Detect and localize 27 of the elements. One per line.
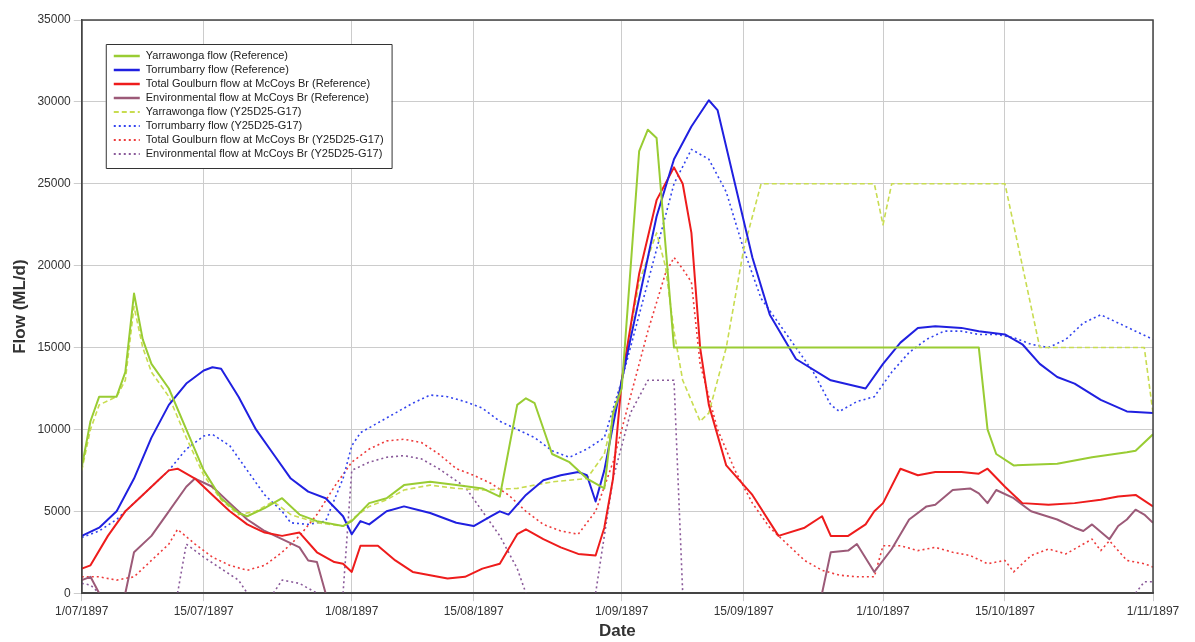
y-tick-label: 5000 (44, 503, 72, 518)
x-tick-label: 15/07/1897 (173, 603, 235, 618)
legend-label: Total Goulburn flow at McCoys Br (Reference) (145, 77, 371, 90)
y-tick-label: 0 (64, 585, 72, 600)
x-tick-label: 1/07/1897 (55, 603, 109, 618)
legend-label: Yarrawonga flow (Y25D25-G17) (145, 105, 302, 118)
legend-label: Torrumbarry flow (Y25D25-G17) (145, 119, 303, 132)
x-tick-label: 1/09/1897 (595, 603, 649, 618)
y-tick-label: 25000 (37, 176, 72, 191)
x-tick-label: 15/10/1897 (974, 603, 1036, 618)
x-tick-label: 1/08/1897 (325, 603, 379, 618)
legend-label: Environmental flow at McCoys Br (Reference) (145, 91, 369, 104)
y-tick-label: 15000 (37, 339, 72, 354)
x-tick-label: 1/10/1897 (856, 603, 911, 618)
x-tick-label: 15/08/1897 (443, 603, 505, 618)
x-tick-label: 1/11/1897 (1126, 603, 1180, 618)
y-tick-label: 30000 (37, 94, 72, 109)
legend-label: Yarrawonga flow (Reference) (145, 49, 289, 62)
legend-label: Total Goulburn flow at McCoys Br (Y25D25-G17) (145, 133, 384, 146)
x-axis-title: Date (598, 621, 636, 641)
y-tick-label: 10000 (37, 421, 72, 436)
y-tick-label: 20000 (37, 257, 72, 272)
y-axis-title: Flow (ML/d) (9, 259, 29, 354)
y-tick-label: 35000 (37, 12, 72, 27)
legend-label: Environmental flow at McCoys Br (Y25D25-G17) (145, 147, 383, 160)
x-tick-label: 15/09/1897 (713, 603, 775, 618)
legend-label: Torrumbarry flow (Reference) (145, 63, 289, 76)
